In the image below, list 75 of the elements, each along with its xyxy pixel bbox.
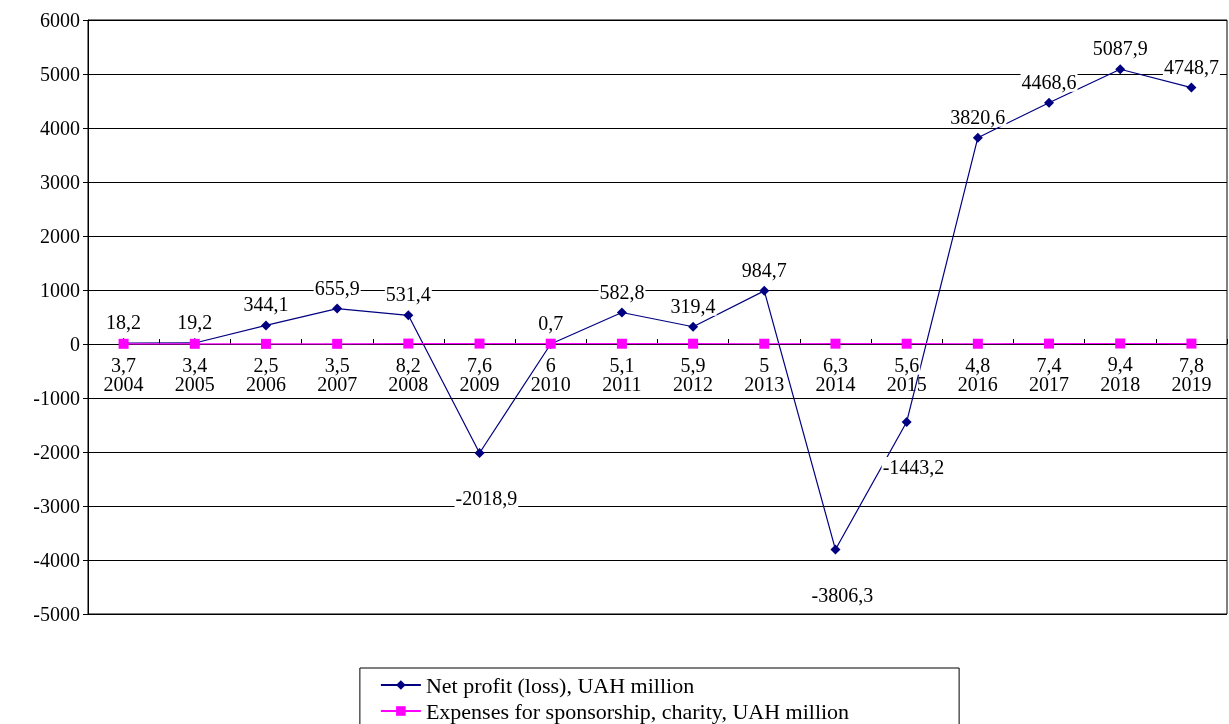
data-label: -1443,2	[882, 455, 945, 478]
data-label: 8,2	[395, 353, 421, 376]
point	[616, 307, 627, 318]
data-label: 7,8	[1178, 353, 1204, 376]
data-label: 319,4	[670, 294, 716, 317]
point	[1115, 338, 1126, 349]
data-label: 344,1	[243, 293, 289, 316]
data-label: 984,7	[741, 258, 787, 281]
data-label: 3820,6	[950, 105, 1006, 128]
data-label: 655,9	[314, 276, 360, 299]
point	[972, 338, 983, 349]
data-label: 5,9	[680, 353, 706, 376]
y-tick-label: 4000	[40, 117, 80, 139]
data-label: 3,5	[324, 353, 350, 376]
point	[403, 338, 414, 349]
y-tick-label: 5000	[40, 63, 80, 85]
point	[403, 310, 414, 321]
point	[1044, 97, 1055, 108]
point	[688, 338, 699, 349]
data-label: 18,2	[106, 311, 142, 334]
data-label: 3,4	[182, 353, 208, 376]
point	[972, 132, 983, 143]
data-label: 0,7	[538, 311, 564, 334]
data-label: 4748,7	[1163, 55, 1219, 78]
data-label: 5,1	[609, 353, 635, 376]
point	[1186, 338, 1197, 349]
data-label: 2,5	[253, 353, 279, 376]
point	[474, 338, 485, 349]
y-tick-label: -5000	[33, 603, 80, 625]
data-label: 531,4	[385, 283, 431, 306]
data-label: 3,7	[111, 353, 137, 376]
point	[332, 338, 343, 349]
data-label: 4468,6	[1021, 70, 1077, 93]
data-label: 5	[759, 353, 770, 376]
data-label: 7,4	[1036, 353, 1062, 376]
data-label: 7,6	[467, 353, 493, 376]
data-label: 5087,9	[1092, 37, 1148, 60]
point	[260, 320, 271, 331]
point	[830, 544, 841, 555]
point	[1044, 338, 1055, 349]
point	[332, 303, 343, 314]
y-tick-label: 0	[70, 333, 80, 355]
legend-label: Expenses for sponsorship, charity, UAH million	[425, 698, 850, 724]
y-tick-label: 2000	[40, 225, 80, 247]
x-tick-label: 2013	[744, 373, 785, 395]
data-label: 4,8	[965, 353, 991, 376]
point	[901, 416, 912, 427]
data-label: 6	[545, 353, 556, 376]
data-label: 6,3	[822, 353, 848, 376]
data-label: 5,6	[894, 353, 920, 376]
data-label: -3806,3	[811, 583, 874, 606]
point	[1186, 82, 1197, 93]
y-tick-label: -2000	[33, 441, 80, 463]
y-tick-label: 6000	[40, 9, 80, 31]
data-label: 9,4	[1107, 353, 1133, 376]
y-tick-label: 3000	[40, 171, 80, 193]
point	[759, 285, 770, 296]
legend-label: Net profit (loss), UAH million	[425, 672, 695, 698]
point	[901, 338, 912, 349]
y-tick-label: -1000	[33, 387, 80, 409]
x-tick-label: 2010	[530, 373, 571, 395]
data-label: -2018,9	[455, 487, 518, 510]
x-tick-label: 2018	[1100, 373, 1141, 395]
point	[688, 321, 699, 332]
point	[759, 338, 770, 349]
data-label: 19,2	[177, 310, 213, 333]
point	[1115, 64, 1126, 75]
y-tick-label: 1000	[40, 279, 80, 301]
y-tick-label: -4000	[33, 549, 80, 571]
point	[474, 448, 485, 459]
y-tick-label: -3000	[33, 495, 80, 517]
point	[616, 338, 627, 349]
data-label: 582,8	[599, 280, 645, 303]
point	[830, 338, 841, 349]
point	[260, 338, 271, 349]
